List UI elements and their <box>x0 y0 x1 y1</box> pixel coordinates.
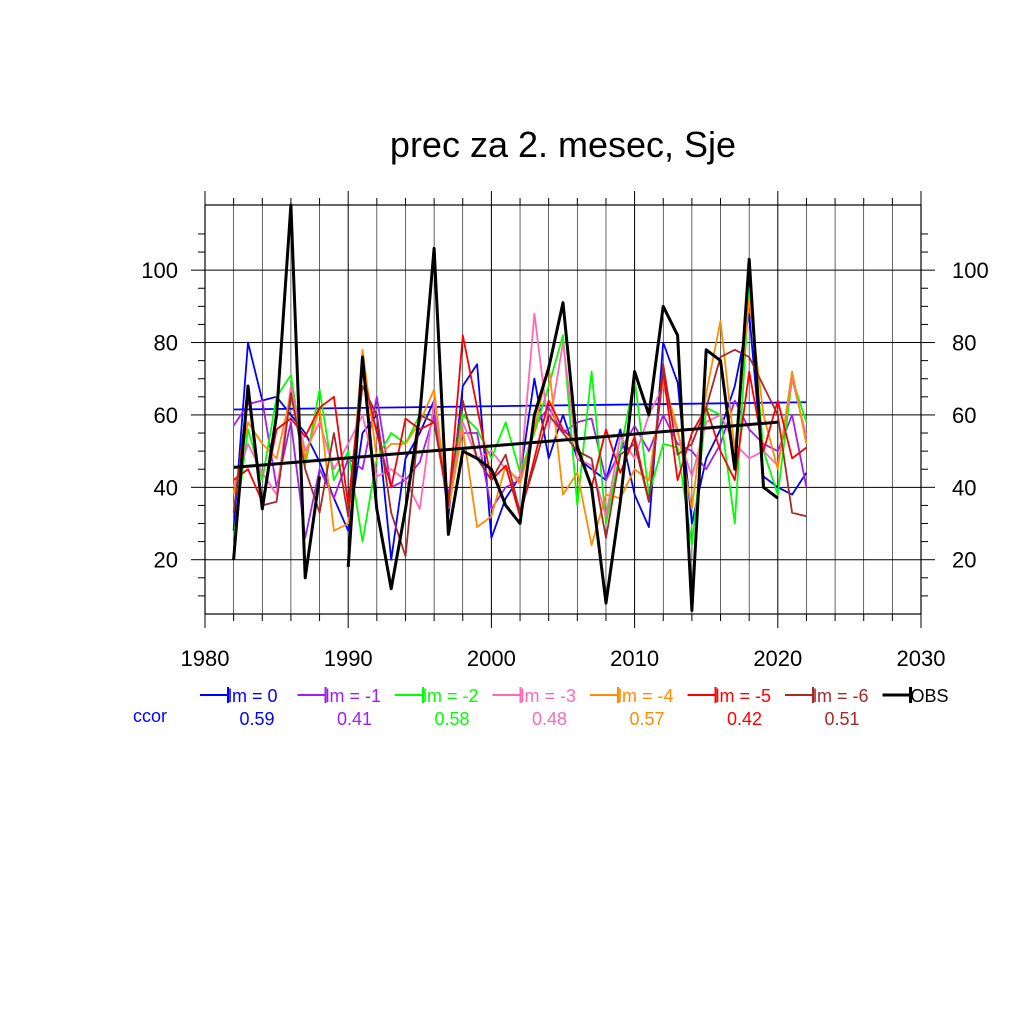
ccor-value-6: 0.51 <box>824 709 859 729</box>
y-tick-label-left: 80 <box>154 331 178 356</box>
trend-line-7 <box>233 420 778 469</box>
series-lines <box>232 203 808 612</box>
legend-label-2: lm = -2 <box>423 686 479 706</box>
ccor-value-1: 0.41 <box>337 709 372 729</box>
legend-label-0: lm = 0 <box>228 686 278 706</box>
legend-label-1: lm = -1 <box>326 686 382 706</box>
legend-label-5: lm = -5 <box>716 686 772 706</box>
y-tick-label-right: 40 <box>952 475 976 500</box>
series-line-4 <box>232 298 808 547</box>
y-tick-label-left: 40 <box>154 475 178 500</box>
y-tick-label-left: 100 <box>141 258 178 283</box>
plot-frame <box>204 204 922 615</box>
legend-label-7: OBS <box>911 686 949 706</box>
y-tick-label-right: 80 <box>952 331 976 356</box>
ccor-value-0: 0.59 <box>239 709 274 729</box>
legend-label-3: lm = -3 <box>521 686 577 706</box>
grid-lines <box>204 205 922 614</box>
legend-label-4: lm = -4 <box>618 686 674 706</box>
x-tick-label: 2010 <box>610 646 659 671</box>
legend-label-6: lm = -6 <box>813 686 869 706</box>
chart-title: prec za 2. mesec, Sje <box>390 124 736 165</box>
ccor-value-5: 0.42 <box>727 709 762 729</box>
trend-line-0 <box>233 401 807 411</box>
x-tick-label: 1990 <box>324 646 373 671</box>
series-line-7 <box>232 203 779 612</box>
x-tick-label: 2000 <box>467 646 516 671</box>
y-tick-label-right: 60 <box>952 403 976 428</box>
y-tick-label-right: 100 <box>952 258 989 283</box>
x-tick-label: 2020 <box>753 646 802 671</box>
x-tick-label: 2030 <box>897 646 946 671</box>
y-tick-label-right: 20 <box>952 548 976 573</box>
legend: ccor lm = 0 0.59 lm = -1 0.41 lm = -2 0.58 lm =… <box>133 686 949 729</box>
ccor-value-3: 0.48 <box>532 709 567 729</box>
x-tick-label: 1980 <box>181 646 230 671</box>
y-tick-label-left: 20 <box>154 548 178 573</box>
ccor-value-4: 0.57 <box>629 709 664 729</box>
ccor-label: ccor <box>133 706 167 726</box>
ccor-value-2: 0.58 <box>434 709 469 729</box>
y-tick-label-left: 60 <box>154 403 178 428</box>
